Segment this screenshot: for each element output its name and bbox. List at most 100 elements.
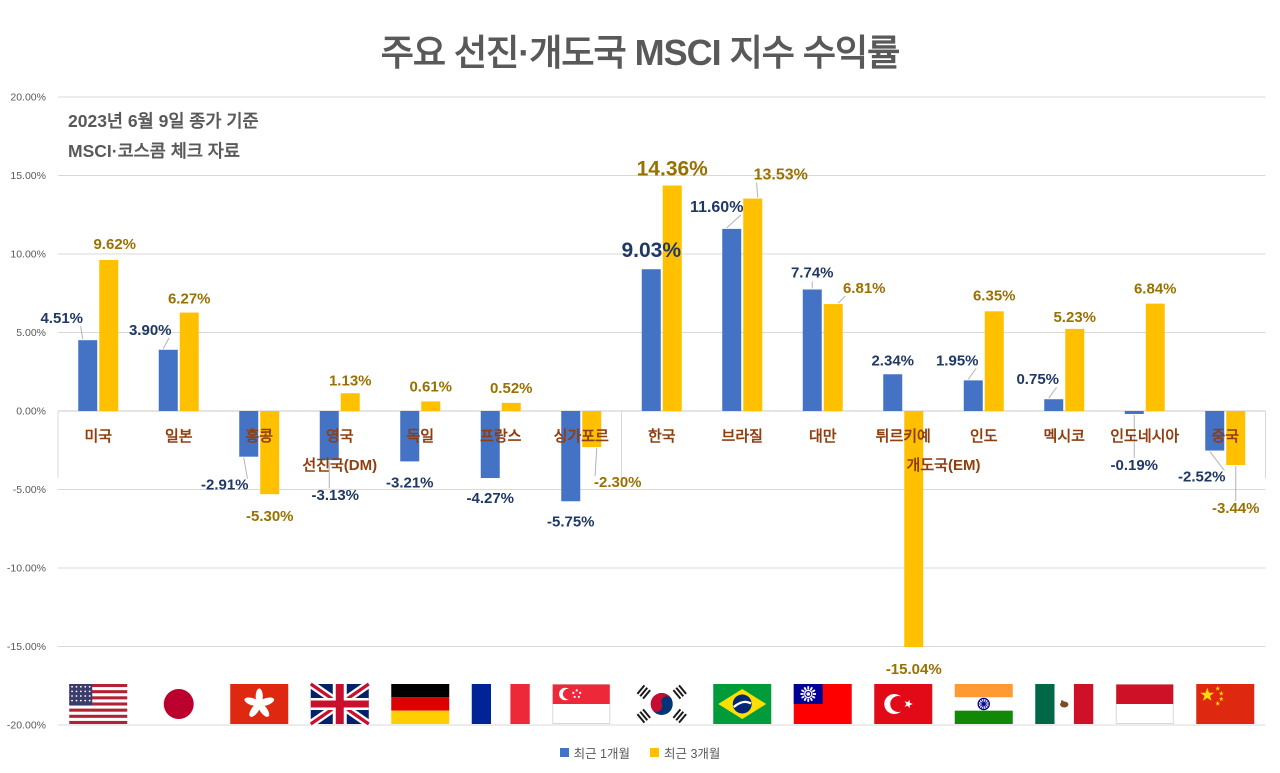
category-label-fr: 프랑스	[480, 427, 522, 445]
bar-1m-us	[78, 340, 98, 411]
label-leader-line	[756, 182, 759, 198]
y-axis-tick-label: -10.00%	[7, 563, 46, 575]
bar-3m-kr	[662, 185, 682, 411]
value-label-1m-tw: 7.74%	[791, 264, 834, 281]
label-leader-line	[1048, 386, 1058, 399]
gb-flag-icon	[308, 680, 372, 728]
value-label-1m-gb: -3.13%	[311, 487, 359, 504]
bar-1m-cn	[1205, 411, 1225, 451]
tr-flag-icon	[874, 684, 933, 724]
bar-1m-kr	[641, 269, 661, 411]
br-flag-icon	[713, 684, 772, 724]
bar-3m-tw	[823, 304, 843, 411]
value-label-1m-fr: -4.27%	[466, 490, 514, 507]
category-label-jp: 일본	[165, 428, 193, 445]
category-label-tr: 튀르키예	[876, 427, 931, 445]
value-label-3m-in: 6.35%	[973, 287, 1016, 304]
value-label-1m-de: -3.21%	[386, 474, 434, 491]
y-axis-tick-label: 0.00%	[16, 406, 46, 418]
value-label-3m-tw: 6.81%	[843, 280, 886, 297]
chart-source-note: 2023년 6월 9일 종가 기준 MSCI·코스콤 체크 자료	[68, 106, 259, 166]
value-label-3m-id: 6.84%	[1134, 281, 1177, 298]
chart-legend: 최근 1개월 최근 3개월	[0, 743, 1280, 762]
category-label-tw: 대만	[809, 428, 837, 445]
bar-1m-sg	[561, 411, 581, 502]
legend-item-3m: 최근 3개월	[650, 743, 720, 762]
hk-flag-icon	[230, 684, 289, 724]
fr-flag-icon	[471, 684, 530, 724]
value-label-1m-jp: 3.90%	[129, 322, 172, 339]
bar-1m-in	[963, 380, 983, 411]
category-label-in: 인도	[970, 427, 998, 445]
bar-1m-fr	[480, 411, 500, 479]
y-axis-tick-label: -15.00%	[7, 641, 46, 653]
category-label-de: 독일	[406, 428, 434, 445]
legend-swatch-gold-icon	[650, 748, 659, 757]
jp-flag-icon	[163, 689, 194, 719]
legend-label-1m: 최근 1개월	[573, 747, 630, 761]
category-label-hk: 홍콩	[245, 427, 273, 445]
y-axis-tick-label: -20.00%	[7, 720, 46, 732]
y-axis-tick-label: -5.00%	[13, 484, 46, 496]
bar-1m-mx	[1044, 399, 1064, 411]
chart-title: 주요 선진·개도국 MSCI 지수 수익률	[380, 32, 900, 73]
value-label-3m-hk: -5.30%	[246, 508, 294, 525]
label-leader-line	[80, 326, 84, 340]
value-label-1m-sg: -5.75%	[547, 513, 595, 530]
y-axis-tick-label: 20.00%	[10, 92, 46, 104]
value-label-3m-br: 13.53%	[754, 167, 808, 184]
in-flag-icon	[954, 684, 1013, 724]
label-leader-line	[726, 214, 742, 229]
value-label-1m-mx: 0.75%	[1016, 371, 1059, 388]
bar-3m-us	[99, 259, 119, 411]
bar-3m-fr	[501, 402, 521, 411]
sg-flag-icon	[552, 684, 611, 724]
value-label-3m-jp: 6.27%	[168, 291, 211, 308]
category-label-mx: 멕시코	[1044, 428, 1086, 445]
bar-3m-mx	[1065, 328, 1085, 411]
legend-item-1m: 최근 1개월	[559, 743, 630, 762]
y-axis-tick-label: 10.00%	[10, 249, 46, 261]
legend-swatch-blue-icon	[559, 748, 569, 757]
bar-1m-jp	[158, 349, 178, 411]
value-label-3m-cn: -3.44%	[1212, 500, 1260, 517]
bar-3m-jp	[179, 312, 199, 411]
value-label-3m-mx: 5.23%	[1053, 309, 1096, 326]
bar-1m-id	[1124, 411, 1144, 414]
y-axis-tick-label: 5.00%	[16, 327, 46, 339]
category-label-us: 미국	[84, 428, 112, 445]
value-label-1m-kr: 9.03%	[621, 239, 681, 262]
bar-3m-sg	[582, 411, 602, 448]
value-label-3m-us: 9.62%	[93, 236, 136, 253]
bar-3m-id	[1145, 303, 1165, 411]
category-label-id: 인도네시아	[1110, 427, 1179, 445]
value-label-3m-tr: -15.04%	[886, 661, 942, 678]
category-label-kr: 한국	[648, 428, 676, 445]
tw-flag-icon	[793, 684, 852, 724]
label-leader-line	[594, 448, 598, 477]
category-label-cn: 중국	[1211, 428, 1239, 445]
note-line-2: MSCI·코스콤 체크 자료	[68, 141, 241, 161]
bar-1m-de	[400, 411, 420, 462]
value-label-1m-hk: -2.91%	[201, 477, 249, 494]
bar-3m-in	[984, 311, 1004, 411]
de-flag-icon	[391, 684, 450, 724]
label-leader-line	[967, 368, 977, 380]
value-label-1m-cn: -2.52%	[1178, 469, 1226, 486]
value-label-3m-sg: -2.30%	[594, 474, 642, 491]
legend-label-3m: 최근 3개월	[664, 747, 721, 761]
bar-1m-br	[722, 228, 742, 411]
bar-3m-cn	[1226, 411, 1246, 466]
value-label-3m-de: 0.61%	[409, 378, 452, 395]
mx-flag-icon	[1035, 684, 1094, 724]
label-leader-line	[243, 457, 248, 479]
bar-1m-tw	[802, 289, 822, 411]
bar-1m-gb	[319, 411, 339, 461]
label-leader-line	[837, 295, 846, 304]
category-label-sg: 싱가포르	[554, 428, 609, 445]
y-axis-tick-label: 15.00%	[10, 170, 46, 182]
bar-3m-tr	[904, 411, 924, 648]
us-flag-icon	[69, 684, 128, 724]
value-label-1m-id: -0.19%	[1110, 457, 1158, 474]
